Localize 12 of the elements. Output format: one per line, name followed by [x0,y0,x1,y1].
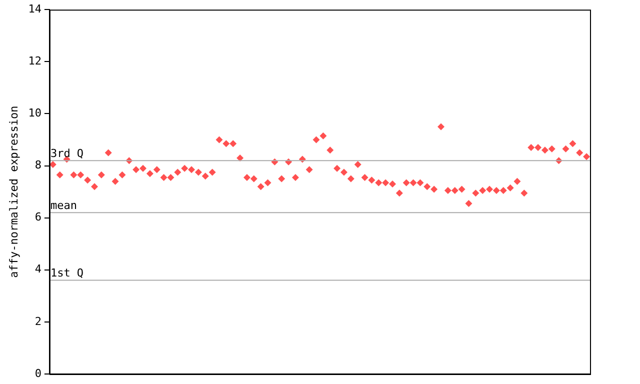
y-tick-label: 14 [28,2,42,16]
y-tick-label: 10 [28,106,42,120]
y-axis-title: affy-normalized expression [7,106,20,278]
y-tick-label: 2 [34,314,42,328]
ref-line-label: 3rd Q [50,146,84,160]
y-tick-label: 4 [34,262,42,276]
y-tick-label: 0 [34,366,42,380]
ref-line-label: 1st Q [50,266,84,280]
y-tick-label: 8 [34,158,42,172]
y-tick-label: 6 [34,210,42,224]
y-tick-label: 12 [28,54,42,68]
ref-line-label: mean [50,198,77,212]
